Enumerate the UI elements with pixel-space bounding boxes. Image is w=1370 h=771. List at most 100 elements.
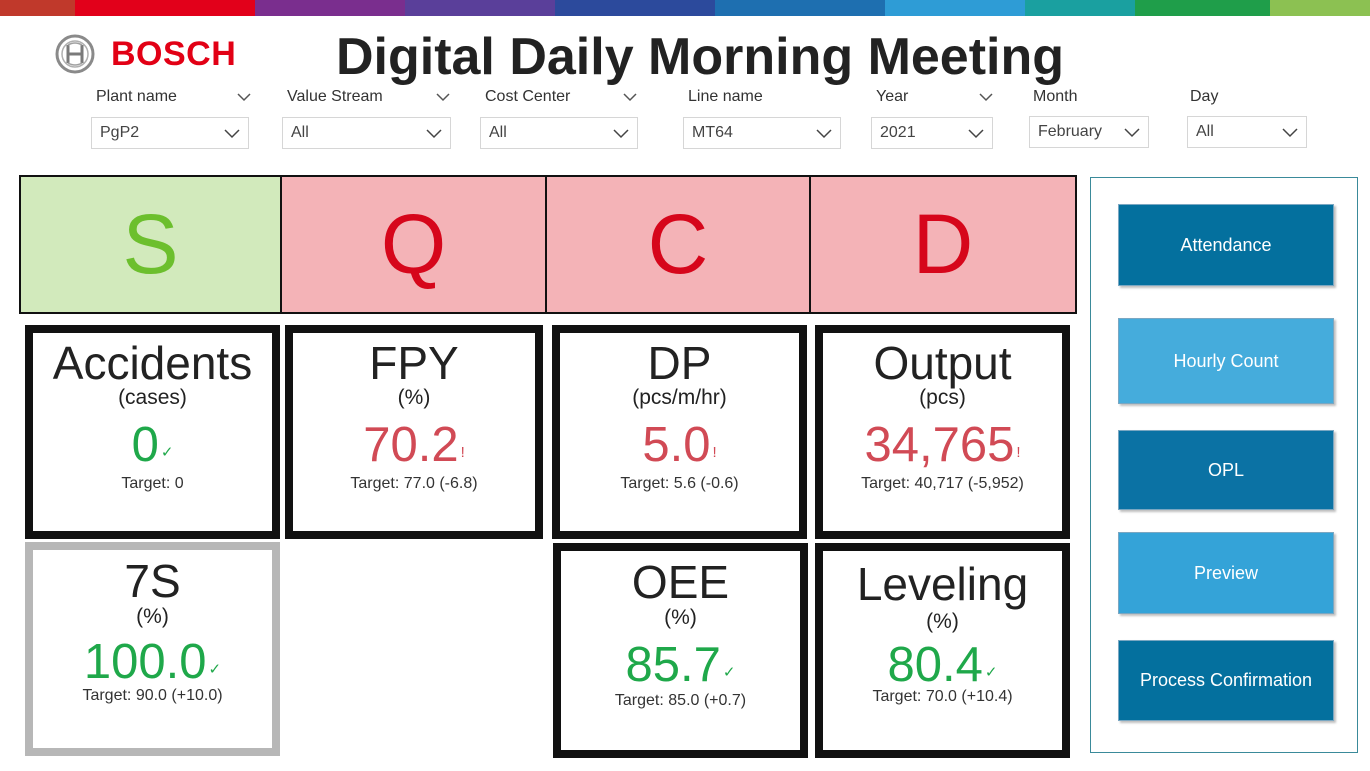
brand-name: BOSCH [111, 34, 237, 73]
filter-label: Value Stream [287, 88, 383, 105]
kpi-card-accidents[interactable]: Accidents (cases) 0 ✓ Target: 0 [25, 325, 280, 539]
day-select[interactable]: All [1187, 116, 1307, 148]
kpi-value: 80.4 ✓ [823, 641, 1062, 690]
filter-label: Year [876, 88, 909, 105]
kpi-card-oee[interactable]: OEE (%) 85.7 ✓ Target: 85.0 (+0.7) [553, 543, 808, 758]
chevron-down-icon [816, 128, 832, 138]
sqcd-cost: C [545, 175, 811, 314]
color-band-6 [715, 0, 885, 16]
kpi-name: 7S [124, 555, 181, 607]
filter-label: Month [1033, 88, 1078, 105]
year-select[interactable]: 2021 [871, 117, 993, 149]
color-band-5 [555, 0, 715, 16]
color-band-4 [405, 0, 555, 16]
kpi-value-number: 85.7 [625, 638, 721, 692]
kpi-value: 34,765! [823, 421, 1062, 470]
sqcd-quality: Q [280, 175, 547, 314]
chevron-down-icon[interactable] [237, 92, 251, 102]
kpi-unit: (%) [664, 606, 697, 629]
line-name-select[interactable]: MT64 [683, 117, 841, 149]
chevron-down-icon[interactable] [436, 92, 450, 102]
chevron-down-icon[interactable] [623, 92, 637, 102]
color-band-10 [1270, 0, 1370, 16]
kpi-card-fpy[interactable]: FPY (%) 70.2! Target: 77.0 (-6.8) [285, 325, 543, 539]
select-value: All [489, 124, 507, 141]
kpi-card-dp[interactable]: DP (pcs/m/hr) 5.0! Target: 5.6 (-0.6) [552, 325, 807, 539]
color-band-7 [885, 0, 1025, 16]
alert-icon: ! [460, 444, 465, 461]
attendance-button[interactable]: Attendance [1118, 204, 1334, 286]
kpi-target: Target: 70.0 (+10.4) [872, 688, 1013, 705]
kpi-value-number: 100.0 [83, 635, 207, 689]
kpi-value: 5.0! [560, 421, 799, 470]
select-value: 2021 [880, 124, 916, 141]
bosch-logo: BOSCH [55, 33, 236, 75]
sqcd-safety: S [19, 175, 282, 314]
alert-icon: ! [712, 444, 717, 461]
alert-icon: ! [1016, 444, 1021, 461]
opl-button[interactable]: OPL [1118, 430, 1334, 510]
kpi-value-number: 0 [131, 418, 159, 472]
sqcd-letter: Q [380, 197, 447, 291]
kpi-value-number: 34,765 [864, 418, 1015, 472]
kpi-value: 100.0 ✓ [33, 638, 272, 687]
kpi-unit: (%) [136, 605, 169, 628]
filter-label: Day [1190, 88, 1219, 105]
kpi-name: FPY [369, 337, 459, 389]
kpi-target: Target: 5.6 (-0.6) [620, 475, 739, 492]
filter-label: Plant name [96, 88, 177, 105]
process-confirmation-button[interactable]: Process Confirmation [1118, 640, 1334, 721]
sqcd-letter: S [122, 197, 179, 291]
kpi-unit: (pcs/m/hr) [632, 386, 727, 409]
sqcd-letter: C [647, 197, 709, 291]
value-stream-select[interactable]: All [282, 117, 451, 149]
chevron-down-icon [1282, 127, 1298, 137]
hourly-count-button[interactable]: Hourly Count [1118, 318, 1334, 404]
color-band-3 [255, 0, 405, 16]
select-value: All [291, 124, 309, 141]
chevron-down-icon [968, 128, 984, 138]
kpi-name: Leveling [856, 558, 1029, 610]
color-band-2 [75, 0, 255, 16]
color-band-8 [1025, 0, 1135, 16]
color-band-9 [1135, 0, 1270, 16]
kpi-card-leveling[interactable]: Leveling (%) 80.4 ✓ Target: 70.0 (+10.4) [815, 543, 1070, 758]
select-value: PgP2 [100, 124, 140, 141]
preview-button[interactable]: Preview [1118, 532, 1334, 614]
kpi-unit: (pcs) [919, 386, 966, 409]
color-band-1 [0, 0, 75, 16]
month-select[interactable]: February [1029, 116, 1149, 148]
kpi-value: 0 ✓ [33, 421, 272, 470]
chevron-down-icon[interactable] [979, 92, 993, 102]
select-value: February [1038, 123, 1103, 140]
kpi-card-output[interactable]: Output (pcs) 34,765! Target: 40,717 (-5,… [815, 325, 1070, 539]
kpi-unit: (%) [926, 610, 959, 633]
plant-name-select[interactable]: PgP2 [91, 117, 249, 149]
kpi-name: DP [647, 337, 712, 389]
check-icon: ✓ [984, 664, 998, 681]
chevron-down-icon [613, 128, 629, 138]
kpi-value-number: 80.4 [887, 638, 983, 692]
check-icon: ✓ [722, 664, 736, 681]
kpi-target: Target: 77.0 (-6.8) [350, 475, 478, 492]
chevron-down-icon [426, 128, 442, 138]
kpi-value-number: 70.2 [363, 418, 459, 472]
chevron-down-icon [1124, 127, 1140, 137]
kpi-value: 85.7 ✓ [561, 641, 800, 690]
kpi-name: Output [873, 337, 1012, 389]
cost-center-select[interactable]: All [480, 117, 638, 149]
check-icon: ✓ [208, 661, 222, 678]
top-color-bar [0, 0, 1370, 16]
kpi-target: Target: 0 [121, 475, 184, 492]
sqcd-delivery: D [809, 175, 1077, 314]
kpi-unit: (cases) [118, 386, 187, 409]
filter-label: Line name [688, 88, 763, 105]
bosch-armature-icon [55, 34, 95, 74]
filter-label: Cost Center [485, 88, 571, 105]
kpi-value: 70.2! [293, 421, 535, 470]
kpi-value-number: 5.0 [642, 418, 711, 472]
kpi-target: Target: 90.0 (+10.0) [82, 687, 223, 704]
kpi-card-7s[interactable]: 7S (%) 100.0 ✓ Target: 90.0 (+10.0) [25, 542, 280, 756]
navigation-panel [1090, 177, 1358, 753]
